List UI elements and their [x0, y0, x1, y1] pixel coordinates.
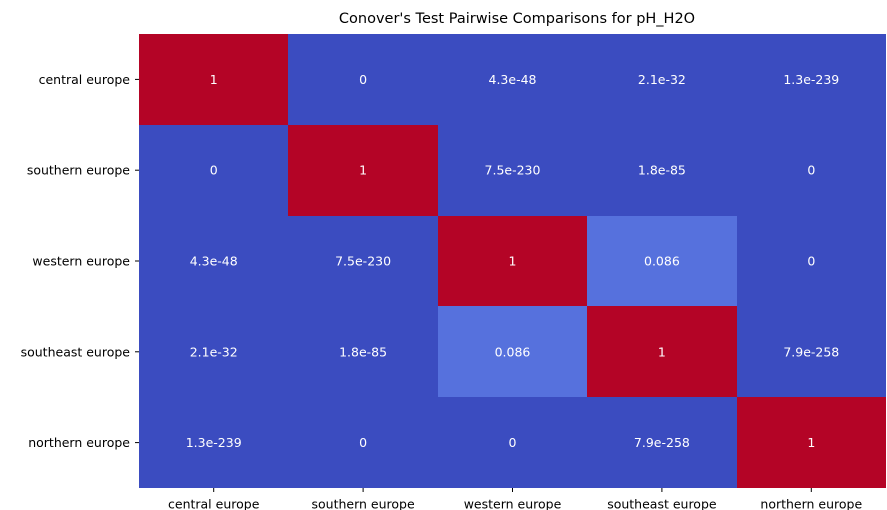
heatmap-cell-southern-europe-northern-europe	[737, 125, 886, 216]
heatmap-cell-southeast-europe-southeast-europe	[587, 306, 737, 397]
y-tick-label-central-europe: central europe	[39, 72, 131, 87]
cell-annotation: 1	[658, 344, 666, 359]
cell-annotation: 1.3e-239	[783, 72, 839, 87]
x-tick-label-southern-europe: southern europe	[312, 497, 415, 510]
heatmap-cell-southeast-europe-western-europe	[438, 306, 587, 397]
heatmap-cell-northern-europe-northern-europe	[737, 397, 886, 488]
heatmap-cell-southeast-europe-northern-europe	[737, 306, 886, 397]
cell-annotation: 0	[509, 435, 517, 450]
heatmap-cell-central-europe-southern-europe	[288, 34, 438, 125]
cell-annotation: 0	[210, 163, 218, 178]
x-tick-label-southeast-europe: southeast europe	[607, 497, 717, 510]
cell-annotation: 4.3e-48	[190, 254, 238, 269]
cell-annotation: 7.5e-230	[335, 254, 391, 269]
heatmap-annotations: 1 0 4.3e-48 2.1e-32 1.3e-239 0 1 7.5e-230 1.8e-8…	[186, 72, 840, 450]
heatmap-cell-southern-europe-southern-europe	[288, 125, 438, 216]
cell-annotation: 0.086	[495, 344, 531, 359]
heatmap-cell-northern-europe-western-europe	[438, 397, 587, 488]
heatmap-cell-western-europe-northern-europe	[737, 216, 886, 306]
heatmap-cell-southeast-europe-central-europe	[139, 306, 288, 397]
cell-annotation: 7.5e-230	[485, 163, 541, 178]
cell-annotation: 1	[359, 163, 367, 178]
cell-annotation: 1	[210, 72, 218, 87]
cell-annotation: 1	[509, 254, 517, 269]
cell-annotation: 0.086	[644, 254, 680, 269]
cell-annotation: 0	[807, 254, 815, 269]
heatmap-cell-central-europe-western-europe	[438, 34, 587, 125]
heatmap-cell-southern-europe-western-europe	[438, 125, 587, 216]
cell-annotation: 1.8e-85	[638, 163, 686, 178]
y-tick-label-southeast-europe: southeast europe	[21, 344, 131, 359]
cell-annotation: 2.1e-32	[190, 344, 238, 359]
heatmap-cells	[139, 34, 886, 488]
heatmap-cell-central-europe-southeast-europe	[587, 34, 737, 125]
heatmap-cell-western-europe-central-europe	[139, 216, 288, 306]
heatmap-cell-southern-europe-southeast-europe	[587, 125, 737, 216]
y-tick-label-northern-europe: northern europe	[28, 435, 130, 450]
heatmap-cell-central-europe-central-europe	[139, 34, 288, 125]
y-tick-label-western-europe: western europe	[32, 254, 130, 269]
y-tick-label-southern-europe: southern europe	[27, 163, 130, 178]
cell-annotation: 7.9e-258	[634, 435, 690, 450]
y-axis: central europe southern europe western eur…	[21, 72, 139, 450]
heatmap-cell-western-europe-southeast-europe	[587, 216, 737, 306]
heatmap-cell-southeast-europe-southern-europe	[288, 306, 438, 397]
cell-annotation: 4.3e-48	[489, 72, 537, 87]
cell-annotation: 0	[807, 163, 815, 178]
heatmap-cell-northern-europe-southern-europe	[288, 397, 438, 488]
cell-annotation: 7.9e-258	[783, 344, 839, 359]
chart-title: Conover's Test Pairwise Comparisons for …	[339, 11, 695, 27]
heatmap-cell-western-europe-western-europe	[438, 216, 587, 306]
cell-annotation: 0	[359, 435, 367, 450]
cell-annotation: 2.1e-32	[638, 72, 686, 87]
cell-annotation: 1.3e-239	[186, 435, 242, 450]
heatmap-cell-southern-europe-central-europe	[139, 125, 288, 216]
heatmap-cell-northern-europe-central-europe	[139, 397, 288, 488]
heatmap-cell-central-europe-northern-europe	[737, 34, 886, 125]
x-tick-label-central-europe: central europe	[168, 497, 260, 510]
cell-annotation: 1.8e-85	[339, 344, 387, 359]
x-tick-label-northern-europe: northern europe	[760, 497, 862, 510]
cell-annotation: 1	[807, 435, 815, 450]
heatmap-cell-western-europe-southern-europe	[288, 216, 438, 306]
x-axis: central europe southern europe western eur…	[168, 488, 862, 510]
x-tick-label-western-europe: western europe	[464, 497, 562, 510]
cell-annotation: 0	[359, 72, 367, 87]
heatmap-cell-northern-europe-southeast-europe	[587, 397, 737, 488]
